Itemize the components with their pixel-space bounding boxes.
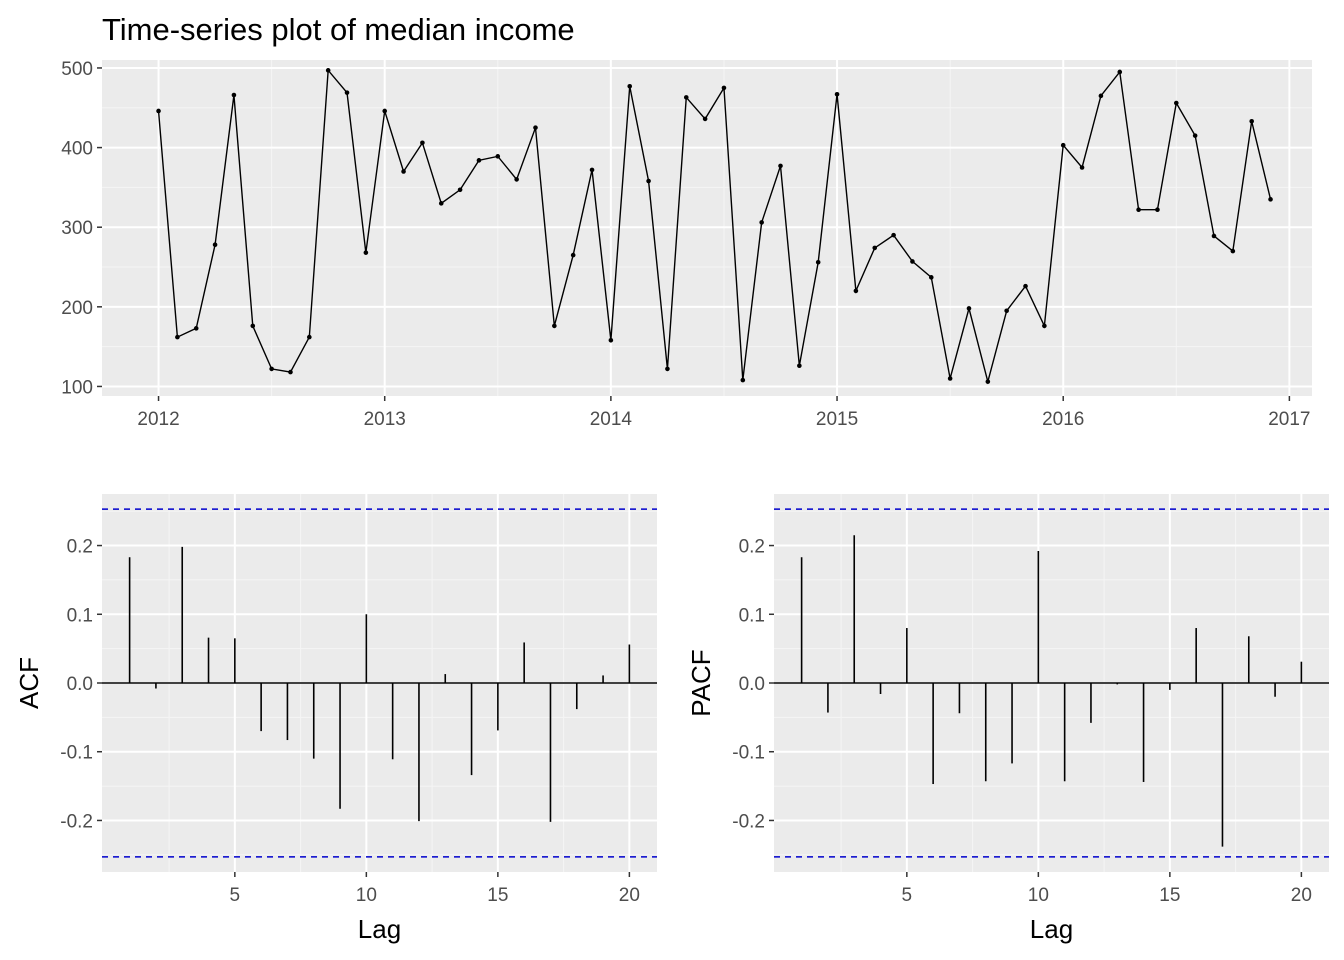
data-point <box>476 158 482 163</box>
x-tick-label: 2015 <box>816 409 858 430</box>
data-point <box>1268 197 1273 202</box>
y-tick-label: -0.1 <box>60 743 93 764</box>
data-point <box>683 95 689 100</box>
y-tick-label: 0.2 <box>67 537 93 558</box>
y-tick-label: 0.0 <box>739 674 765 695</box>
data-point <box>1155 207 1160 212</box>
data-point <box>1249 119 1254 124</box>
x-tick-label: 20 <box>619 885 640 906</box>
y-tick-label: 200 <box>61 298 93 319</box>
data-point <box>269 366 274 372</box>
data-point <box>627 83 633 89</box>
data-point <box>608 337 614 343</box>
data-point <box>1042 323 1047 329</box>
data-point <box>702 116 708 122</box>
data-point <box>646 178 651 184</box>
y-tick-label: 100 <box>61 377 93 398</box>
pacf-panel: 5 10 15 20 -0.2 -0.1 0.0 0.1 0.2 Lag PACF <box>686 494 1329 944</box>
y-tick-label: -0.2 <box>60 811 93 832</box>
y-tick-label: -0.1 <box>732 743 765 764</box>
y-tick-label: 0.1 <box>739 605 765 626</box>
data-point <box>1192 133 1198 138</box>
x-tick-label: 10 <box>1028 885 1049 906</box>
x-tick-label: 2012 <box>137 409 179 430</box>
data-point <box>1211 233 1217 239</box>
data-point <box>363 250 369 255</box>
data-point <box>514 177 519 182</box>
data-point <box>1004 308 1009 314</box>
x-tick-label: 5 <box>230 885 241 906</box>
acf-panel: 5 10 15 20 -0.2 -0.1 0.0 0.1 0.2 Lag ACF <box>14 494 657 944</box>
x-tick-label: 2014 <box>590 409 633 430</box>
y-axis-title: ACF <box>14 657 44 709</box>
x-axis-title: Lag <box>358 914 401 944</box>
data-point <box>1079 165 1085 170</box>
data-point <box>156 108 161 114</box>
data-point <box>307 334 312 340</box>
data-point <box>382 108 388 114</box>
y-tick-label: -0.2 <box>732 811 765 832</box>
data-point <box>1060 142 1066 148</box>
y-tick-label: 0.2 <box>739 537 765 558</box>
data-point <box>231 92 237 98</box>
data-point <box>420 140 425 146</box>
data-point <box>966 306 972 311</box>
data-point <box>212 242 218 248</box>
data-point <box>1174 100 1179 106</box>
data-point <box>853 288 859 294</box>
y-axis-title: PACF <box>686 649 716 716</box>
data-point <box>665 366 670 372</box>
data-point <box>325 68 331 73</box>
x-tick-label: 5 <box>902 885 913 906</box>
data-point <box>552 323 557 329</box>
data-point <box>891 232 896 238</box>
data-point <box>438 201 444 206</box>
y-tick-label: 0.1 <box>67 605 93 626</box>
x-axis-title: Lag <box>1030 914 1073 944</box>
data-point <box>721 85 727 91</box>
data-point <box>533 125 538 130</box>
x-tick-label: 15 <box>1159 885 1180 906</box>
y-tick-label: 0.0 <box>67 674 93 695</box>
data-point <box>1117 69 1123 75</box>
data-point <box>910 259 915 264</box>
data-point <box>834 91 840 97</box>
data-point <box>250 323 256 329</box>
data-point <box>778 163 783 169</box>
data-point <box>1136 207 1141 212</box>
y-tick-label: 500 <box>61 59 93 80</box>
y-tick-label: 300 <box>61 218 93 239</box>
data-point <box>985 379 991 384</box>
data-point <box>288 369 293 375</box>
y-tick-label: 400 <box>61 139 93 160</box>
x-tick-label: 2016 <box>1042 409 1084 430</box>
data-point <box>570 252 576 258</box>
data-point <box>947 376 953 381</box>
chart-title: Time-series plot of median income <box>102 12 575 47</box>
data-point <box>1098 93 1104 99</box>
x-tick-label: 10 <box>356 885 377 906</box>
data-point <box>193 326 199 331</box>
series-line <box>157 68 1272 385</box>
data-point <box>759 220 764 225</box>
data-point <box>815 259 821 265</box>
x-tick-label: 2013 <box>364 409 406 430</box>
data-point <box>457 187 463 193</box>
data-point <box>872 245 878 251</box>
x-tick-label: 20 <box>1291 885 1312 906</box>
x-tick-label: 15 <box>487 885 508 906</box>
data-point <box>495 154 501 159</box>
data-point <box>797 363 802 369</box>
data-point <box>1230 248 1236 254</box>
data-point <box>1023 283 1028 289</box>
data-point <box>344 90 350 95</box>
data-point <box>928 275 934 280</box>
x-tick-label: 2017 <box>1268 409 1310 430</box>
data-point <box>589 167 595 173</box>
data-point <box>740 377 746 383</box>
data-point <box>175 334 180 340</box>
data-point <box>401 169 406 174</box>
time-series-panel: 2012 2013 2014 2015 2016 2017 100 200 300 400 500 <box>61 59 1312 430</box>
